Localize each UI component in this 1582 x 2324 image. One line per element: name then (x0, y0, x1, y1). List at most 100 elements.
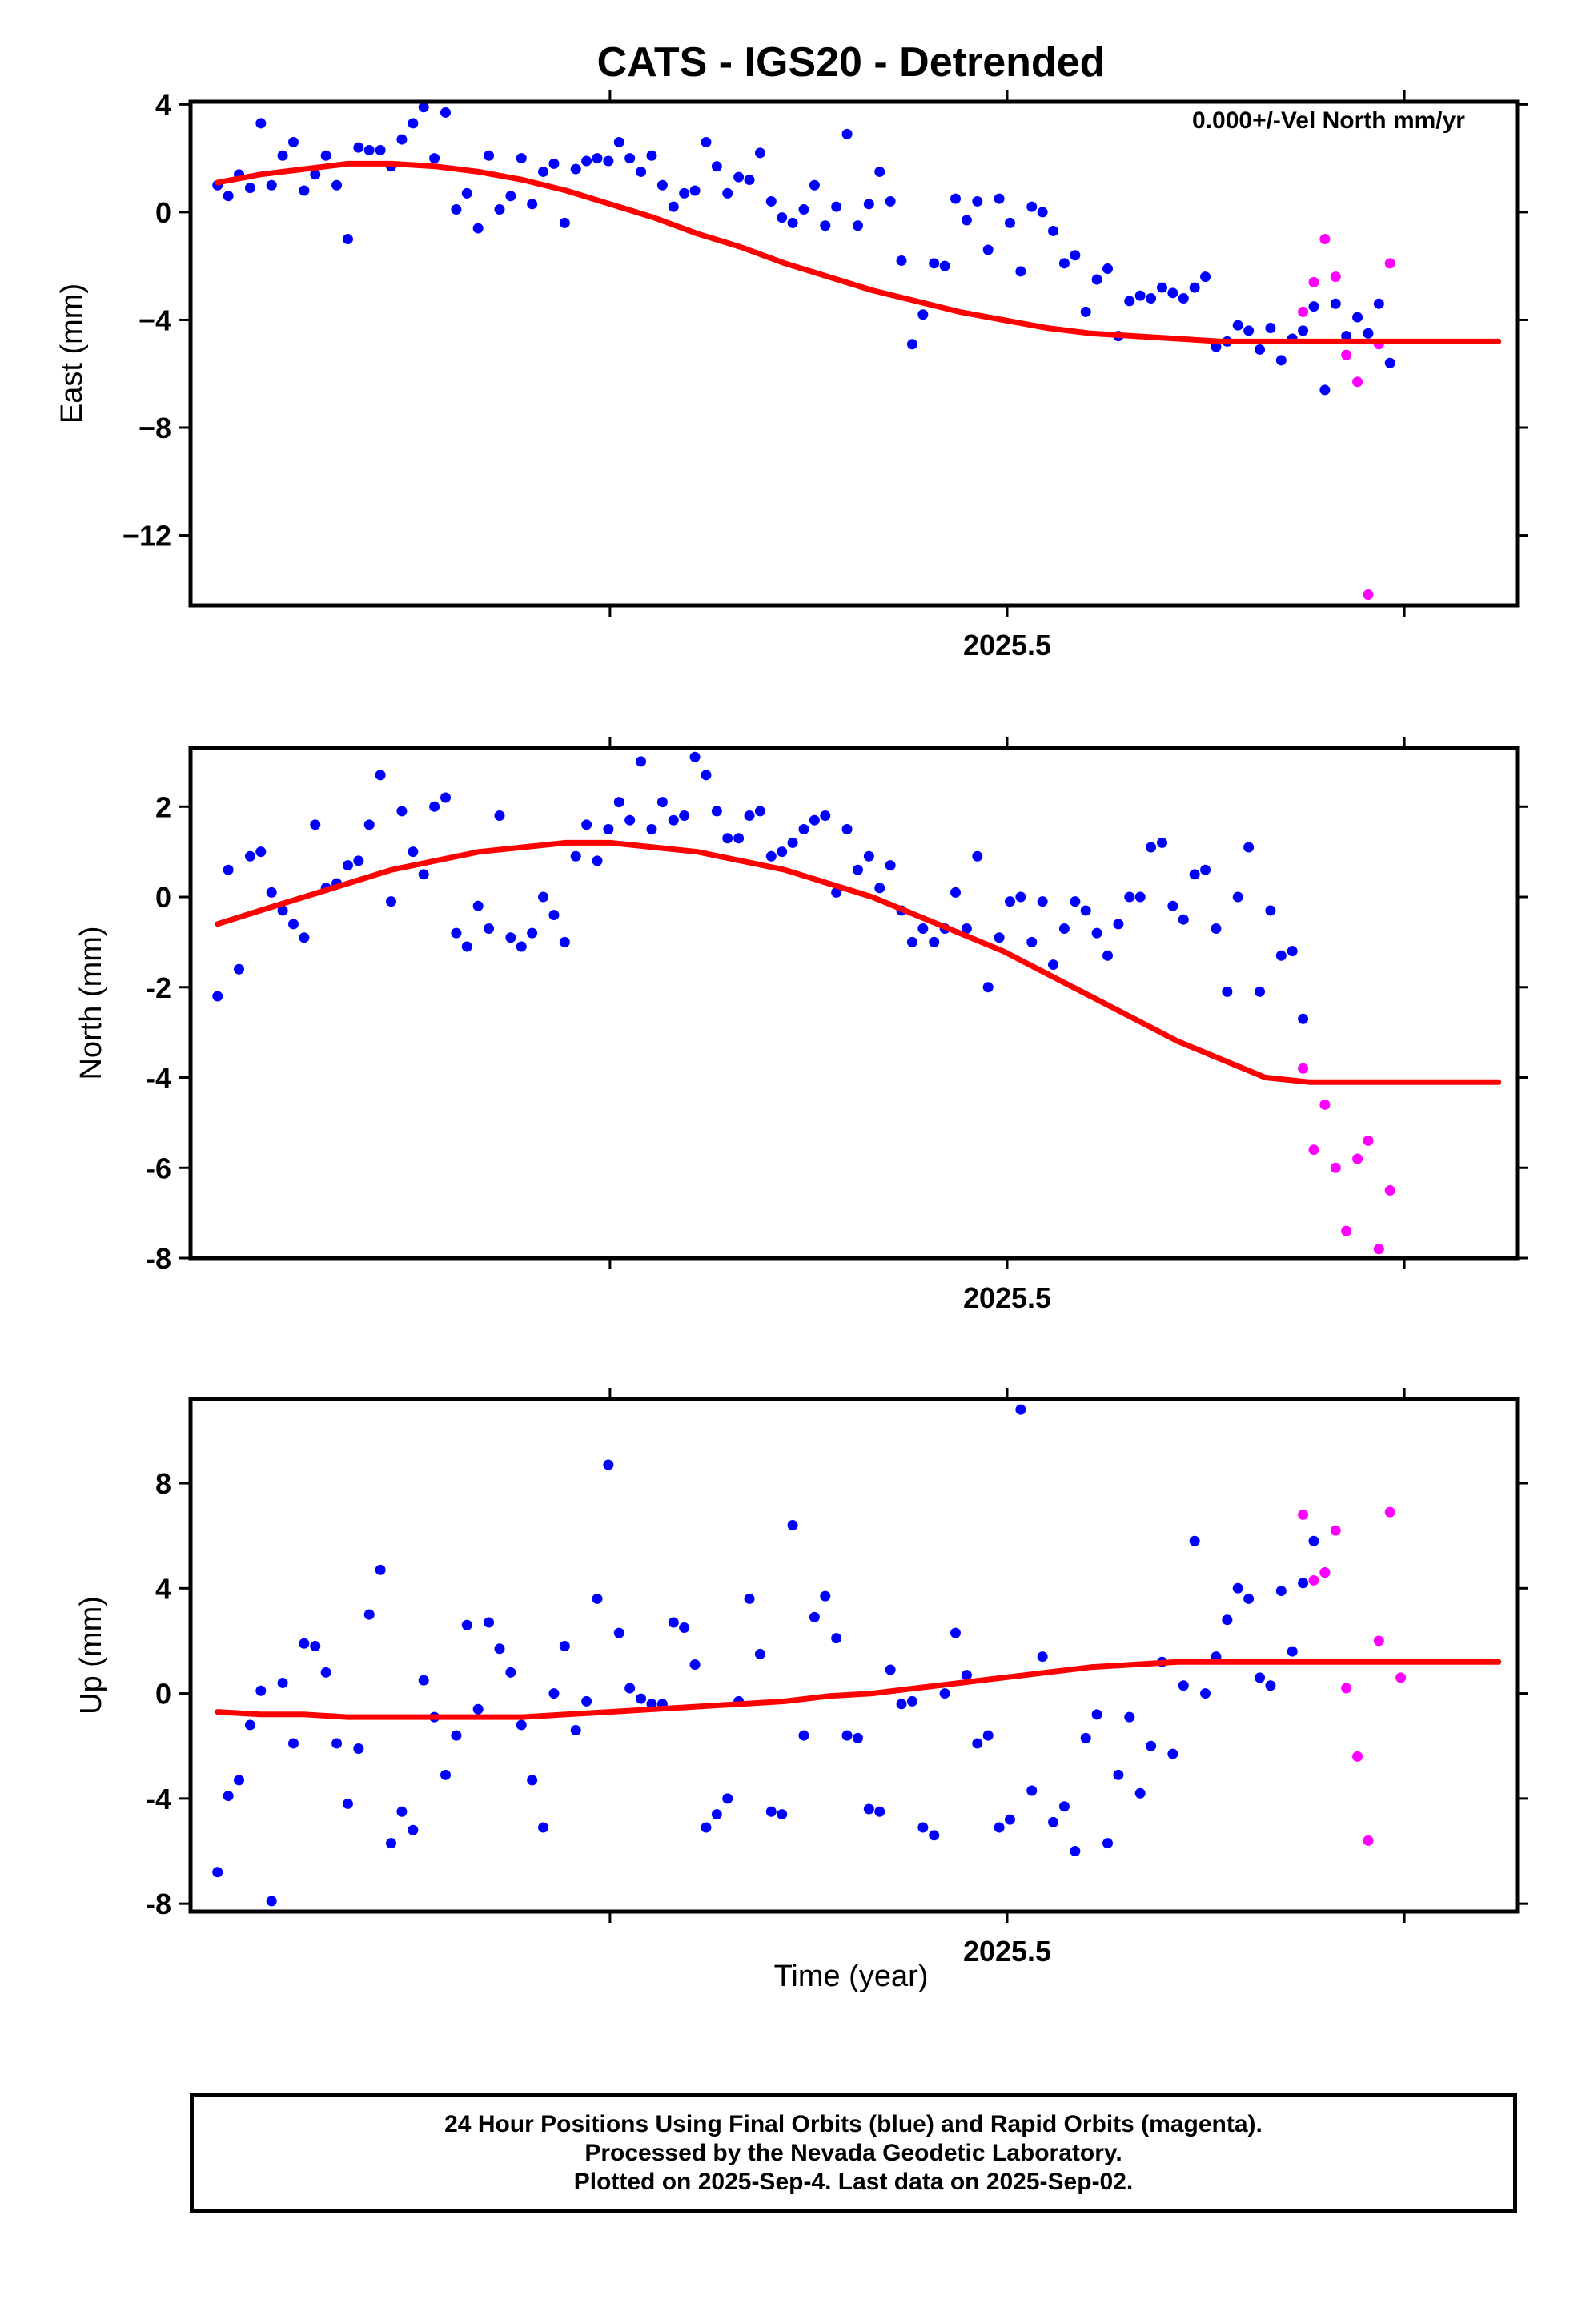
north-final-point (255, 846, 267, 858)
east-final-point (1493, 0, 1504, 6)
north-final-point (484, 923, 495, 934)
north-final-point (212, 991, 223, 1002)
north-rapid-point (1319, 1099, 1331, 1110)
east-final-point (885, 195, 896, 207)
up-final-point (809, 1611, 820, 1622)
up-final-point (570, 1725, 581, 1736)
east-final-point (701, 136, 712, 147)
up-final-point (961, 1670, 972, 1681)
east-final-point (516, 153, 527, 164)
east-final-point (1483, 0, 1493, 6)
north-ytick-label: -8 (146, 1242, 171, 1275)
up-final-point (831, 1633, 842, 1644)
east-final-point (929, 258, 940, 269)
east-final-point (418, 102, 429, 113)
up-xtick-label: 2025.5 (963, 1935, 1051, 1968)
up-final-point (581, 1695, 592, 1707)
east-final-point (874, 166, 885, 177)
east-final-point (1373, 298, 1384, 309)
east-final-point (733, 171, 745, 183)
north-final-point (310, 819, 321, 830)
up-final-point (1113, 1769, 1124, 1780)
east-final-point (994, 193, 1005, 204)
north-rapid-point (1308, 1144, 1319, 1156)
east-final-point (1407, 0, 1417, 6)
footer-line-2: Processed by the Nevada Geodetic Laborat… (584, 2139, 1122, 2166)
north-final-point (1134, 891, 1146, 903)
up-final-point (754, 1648, 765, 1659)
north-final-point (733, 833, 745, 844)
x-axis-label: Time (year) (774, 1960, 929, 1993)
east-final-point (592, 153, 603, 164)
east-final-point (1102, 263, 1114, 275)
up-final-point (266, 1896, 277, 1907)
east-final-point (266, 179, 277, 191)
up-rapid-point (1308, 1574, 1319, 1586)
up-final-point (636, 1693, 647, 1704)
north-final-point (852, 864, 863, 875)
east-final-point (863, 199, 874, 210)
north-final-point (777, 846, 788, 858)
up-final-point (1058, 1801, 1070, 1812)
east-final-point (1037, 207, 1048, 218)
up-rapid-point (1352, 1751, 1363, 1762)
east-final-point (408, 118, 419, 129)
up-final-point (353, 1743, 364, 1755)
up-final-point (287, 1738, 299, 1749)
up-final-point (1102, 1838, 1114, 1849)
east-final-point (939, 260, 950, 271)
east-final-point (1384, 357, 1395, 368)
up-final-point (244, 1719, 255, 1731)
east-final-point (1298, 325, 1309, 336)
north-final-point (1124, 891, 1135, 903)
east-final-point (538, 166, 549, 177)
north-final-point (353, 855, 364, 866)
north-rapid-point (1341, 1225, 1352, 1236)
north-final-point (299, 932, 310, 943)
east-final-point (310, 169, 321, 180)
east-final-point (613, 136, 624, 147)
north-final-point (570, 850, 581, 862)
north-final-point (461, 941, 472, 952)
east-final-point (646, 150, 657, 161)
north-final-point (538, 891, 549, 903)
footer-line-3: Plotted on 2025-Sep-4. Last data on 2025… (573, 2168, 1134, 2195)
east-final-point (1461, 0, 1472, 6)
east-final-point (636, 166, 647, 177)
east-final-point (1265, 323, 1276, 334)
east-final-point (1156, 282, 1167, 293)
east-final-point (1417, 0, 1427, 6)
east-final-point (624, 153, 636, 164)
east-final-point (1080, 306, 1091, 317)
north-final-point (624, 814, 636, 826)
north-final-point (1156, 837, 1167, 848)
east-final-point (494, 204, 505, 215)
north-final-point (505, 932, 516, 943)
up-final-point (1015, 1404, 1026, 1415)
east-final-point (1004, 217, 1015, 228)
east-final-point (809, 179, 820, 191)
up-final-point (516, 1719, 527, 1731)
east-final-point (363, 145, 375, 156)
north-final-point (722, 833, 733, 844)
east-final-point (1146, 293, 1157, 304)
footer-box: 24 Hour Positions Using Final Orbits (bl… (190, 2093, 1517, 2213)
east-final-point (1124, 296, 1135, 307)
east-final-point (1048, 225, 1059, 236)
up-final-point (1200, 1688, 1211, 1699)
up-final-point (1004, 1814, 1015, 1825)
north-final-point (244, 850, 255, 862)
east-final-point (1026, 201, 1038, 212)
east-final-point (342, 234, 353, 245)
up-rapid-point (1373, 1635, 1384, 1647)
north-rapid-point (1384, 1184, 1395, 1196)
east-ytick-label: 0 (155, 196, 171, 229)
north-final-point (277, 905, 288, 916)
up-final-point (1080, 1732, 1091, 1743)
up-final-point (798, 1730, 809, 1741)
up-final-point (841, 1730, 853, 1741)
east-final-point (1319, 384, 1331, 396)
east-final-point (668, 201, 679, 212)
up-final-point (494, 1643, 505, 1655)
